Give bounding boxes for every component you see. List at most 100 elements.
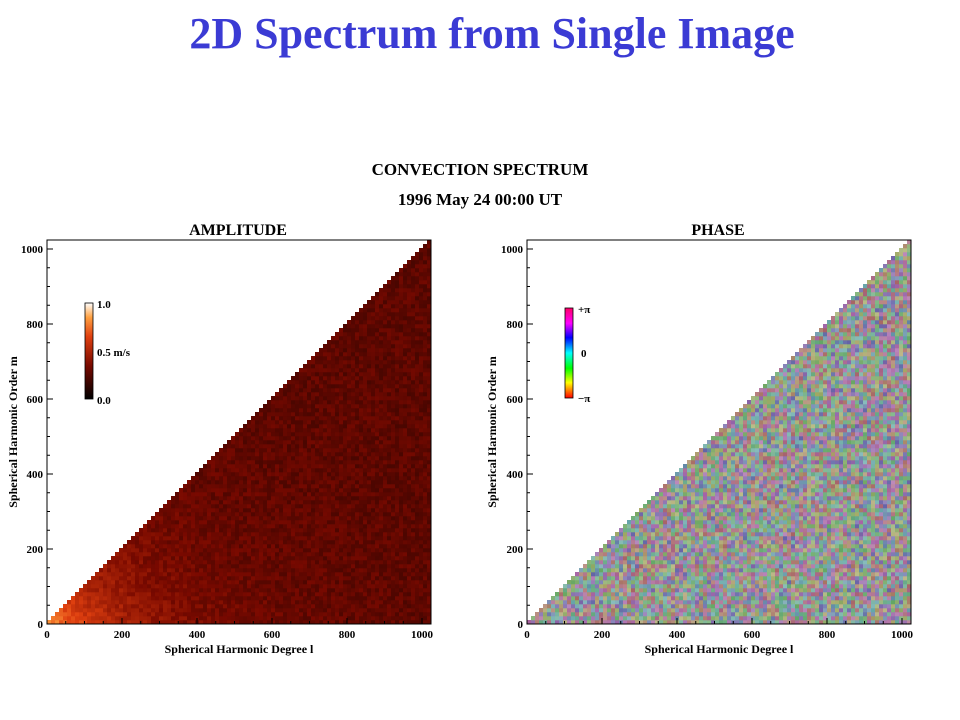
amplitude-cell xyxy=(427,316,432,321)
phase-cell xyxy=(543,604,548,609)
amplitude-cell xyxy=(375,432,380,437)
amplitude-cell xyxy=(391,560,396,565)
amplitude-cell xyxy=(319,508,324,513)
amplitude-cell xyxy=(367,556,372,561)
amplitude-cell xyxy=(303,492,308,497)
amplitude-cell xyxy=(375,428,380,433)
amplitude-cell xyxy=(263,412,268,417)
amplitude-cell xyxy=(323,348,328,353)
amplitude-cell xyxy=(387,336,392,341)
amplitude-cell xyxy=(267,572,272,577)
amplitude-cell xyxy=(187,592,192,597)
amplitude-cell xyxy=(419,364,424,369)
amplitude-cell xyxy=(383,384,388,389)
amplitude-cell xyxy=(319,516,324,521)
amplitude-cell xyxy=(203,532,208,537)
amplitude-cell xyxy=(267,580,272,585)
amplitude-cell xyxy=(279,620,284,625)
amplitude-cell xyxy=(283,460,288,465)
amplitude-cell xyxy=(403,340,408,345)
amplitude-cell xyxy=(387,296,392,301)
amplitude-cell xyxy=(375,612,380,617)
amplitude-cell xyxy=(263,612,268,617)
amplitude-cell xyxy=(331,480,336,485)
amplitude-cell xyxy=(319,448,324,453)
amplitude-cell xyxy=(383,620,388,625)
amplitude-cell xyxy=(215,580,220,585)
amplitude-cell xyxy=(407,444,412,449)
amplitude-cell xyxy=(247,564,252,569)
amplitude-cell xyxy=(419,404,424,409)
amplitude-cell xyxy=(135,600,140,605)
amplitude-cell xyxy=(383,544,388,549)
amplitude-cell xyxy=(315,520,320,525)
amplitude-cell xyxy=(391,576,396,581)
amplitude-cell xyxy=(295,412,300,417)
amplitude-cell xyxy=(135,576,140,581)
amplitude-cell xyxy=(403,504,408,509)
amplitude-cell xyxy=(347,460,352,465)
amplitude-cell xyxy=(235,440,240,445)
amplitude-cell xyxy=(267,540,272,545)
amplitude-cell xyxy=(219,480,224,485)
amplitude-cell xyxy=(387,504,392,509)
amplitude-cell xyxy=(303,568,308,573)
phase-cell xyxy=(571,604,576,609)
amplitude-cell xyxy=(395,484,400,489)
amplitude-cell xyxy=(115,588,120,593)
amplitude-cell xyxy=(343,492,348,497)
amplitude-cell xyxy=(423,300,428,305)
amplitude-cell xyxy=(275,588,280,593)
amplitude-cell xyxy=(255,572,260,577)
amplitude-cell xyxy=(327,484,332,489)
amplitude-cell xyxy=(127,600,132,605)
amplitude-cell xyxy=(335,484,340,489)
amplitude-cell xyxy=(183,520,188,525)
amplitude-cell xyxy=(283,616,288,621)
amplitude-cell xyxy=(263,436,268,441)
phase-cell xyxy=(575,588,580,593)
phase-cell xyxy=(607,552,612,557)
amplitude-cell xyxy=(363,560,368,565)
amplitude-cell xyxy=(251,608,256,613)
amplitude-cell xyxy=(171,496,176,501)
amplitude-cell xyxy=(379,512,384,517)
amplitude-cell xyxy=(195,568,200,573)
amplitude-cell xyxy=(211,540,216,545)
amplitude-cell xyxy=(415,604,420,609)
amplitude-cell xyxy=(299,448,304,453)
amplitude-cell xyxy=(187,584,192,589)
amplitude-cell xyxy=(427,244,432,249)
amplitude-cell xyxy=(379,372,384,377)
amplitude-cell xyxy=(399,364,404,369)
amplitude-cell xyxy=(223,588,228,593)
phase-cell xyxy=(575,580,580,585)
amplitude-cell xyxy=(143,604,148,609)
amplitude-cell xyxy=(267,412,272,417)
amplitude-cell xyxy=(363,356,368,361)
amplitude-cell xyxy=(311,588,316,593)
amplitude-cell xyxy=(403,484,408,489)
amplitude-cell xyxy=(219,460,224,465)
amplitude-cell xyxy=(279,444,284,449)
amplitude-cell xyxy=(407,596,412,601)
amplitude-cell xyxy=(347,532,352,537)
amplitude-cell xyxy=(295,544,300,549)
amplitude-cell xyxy=(139,540,144,545)
amplitude-cell xyxy=(175,532,180,537)
amplitude-cell xyxy=(203,492,208,497)
amplitude-cell xyxy=(387,492,392,497)
phase-cell xyxy=(615,580,620,585)
amplitude-cell xyxy=(299,508,304,513)
amplitude-cell xyxy=(391,568,396,573)
phase-cell xyxy=(603,608,608,613)
amplitude-cell xyxy=(347,584,352,589)
amplitude-cell xyxy=(247,448,252,453)
amplitude-cell xyxy=(267,544,272,549)
amplitude-cell xyxy=(415,528,420,533)
phase-cell xyxy=(583,584,588,589)
amplitude-cell xyxy=(415,320,420,325)
amplitude-cell xyxy=(287,484,292,489)
amplitude-cell xyxy=(267,460,272,465)
amplitude-cell xyxy=(403,556,408,561)
